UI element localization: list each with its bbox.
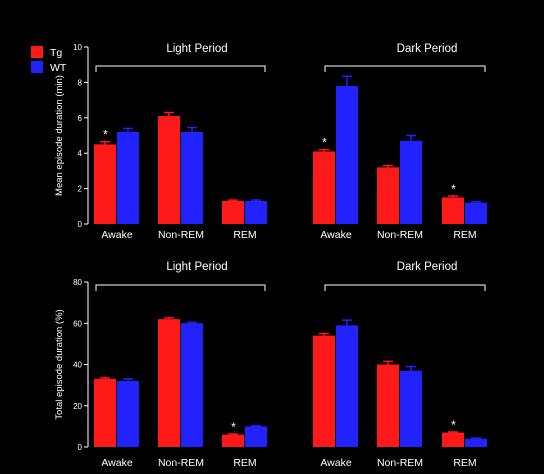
period-label: Light Period xyxy=(166,261,227,273)
bar-tg-rem xyxy=(222,434,244,447)
significance-star: * xyxy=(103,128,108,142)
bar-tg-non-rem xyxy=(158,116,180,224)
y-tick-label: 60 xyxy=(73,319,82,328)
legend: Tg WT xyxy=(31,46,67,74)
bar-wt-awake xyxy=(117,381,139,447)
bar-wt-awake xyxy=(336,85,358,224)
chart-panel-mean-duration: 0 2 4 6 8 10 Mean episode duration (min) Light … xyxy=(54,43,487,241)
legend-label-wt: WT xyxy=(50,62,67,74)
y-tick-label: 40 xyxy=(73,361,82,370)
y-tick-label: 8 xyxy=(78,78,83,87)
bar-wt-rem xyxy=(465,438,487,447)
y-axis-label: Total episode duration (%) xyxy=(54,309,65,419)
bar-wt-awake xyxy=(117,131,139,224)
category-label: Non-REM xyxy=(158,229,204,241)
significance-star: * xyxy=(231,420,236,434)
bar-tg-rem xyxy=(442,197,464,224)
category-label: REM xyxy=(453,229,476,241)
legend-swatch-wt xyxy=(31,61,43,73)
significance-star: * xyxy=(451,182,456,196)
category-label: Awake xyxy=(101,457,132,469)
bar-tg-awake xyxy=(94,144,116,224)
bar-tg-non-rem xyxy=(158,319,180,447)
period-bracket xyxy=(95,65,266,72)
category-label: REM xyxy=(453,457,476,469)
bar-wt-non-rem xyxy=(181,131,203,224)
y-tick-label: 0 xyxy=(78,220,83,229)
bar-wt-non-rem xyxy=(400,140,422,224)
chart-panel-total-duration: 0 20 40 60 80 Total episode duration (%) Light… xyxy=(54,261,487,469)
y-tick-label: 80 xyxy=(73,278,82,287)
category-label: REM xyxy=(233,457,256,469)
bar-wt-rem xyxy=(465,202,487,224)
bar-tg-awake xyxy=(94,378,116,447)
significance-star: * xyxy=(451,418,456,432)
bar-wt-non-rem xyxy=(181,323,203,447)
bar-tg-awake xyxy=(313,151,335,224)
category-label: Non-REM xyxy=(377,229,423,241)
legend-label-tg: Tg xyxy=(50,47,62,59)
period-label: Dark Period xyxy=(397,261,458,273)
bar-wt-non-rem xyxy=(400,370,422,447)
y-tick-label: 4 xyxy=(78,149,83,158)
significance-star: * xyxy=(322,136,327,150)
bar-tg-non-rem xyxy=(377,364,399,447)
period-bracket xyxy=(324,65,486,72)
bar-tg-non-rem xyxy=(377,167,399,224)
category-label: Awake xyxy=(320,229,351,241)
y-tick-label: 20 xyxy=(73,402,82,411)
legend-swatch-tg xyxy=(31,46,43,58)
bar-wt-awake xyxy=(336,325,358,447)
y-tick-label: 0 xyxy=(78,443,83,452)
category-label: Non-REM xyxy=(158,457,204,469)
category-label: Awake xyxy=(320,457,351,469)
y-tick-label: 10 xyxy=(73,43,82,52)
y-tick-label: 2 xyxy=(78,185,83,194)
bar-wt-rem xyxy=(245,200,267,224)
category-label: Awake xyxy=(101,229,132,241)
period-label: Dark Period xyxy=(397,43,458,55)
category-label: Non-REM xyxy=(377,457,423,469)
y-tick-label: 6 xyxy=(78,114,83,123)
period-bracket xyxy=(324,284,486,291)
period-bracket xyxy=(95,284,266,291)
category-label: REM xyxy=(233,229,256,241)
period-label: Light Period xyxy=(166,43,227,55)
bar-tg-rem xyxy=(222,200,244,224)
bar-tg-rem xyxy=(442,432,464,447)
y-axis-label: Mean episode duration (min) xyxy=(54,75,65,196)
bar-tg-awake xyxy=(313,335,335,447)
bar-wt-rem xyxy=(245,426,267,447)
